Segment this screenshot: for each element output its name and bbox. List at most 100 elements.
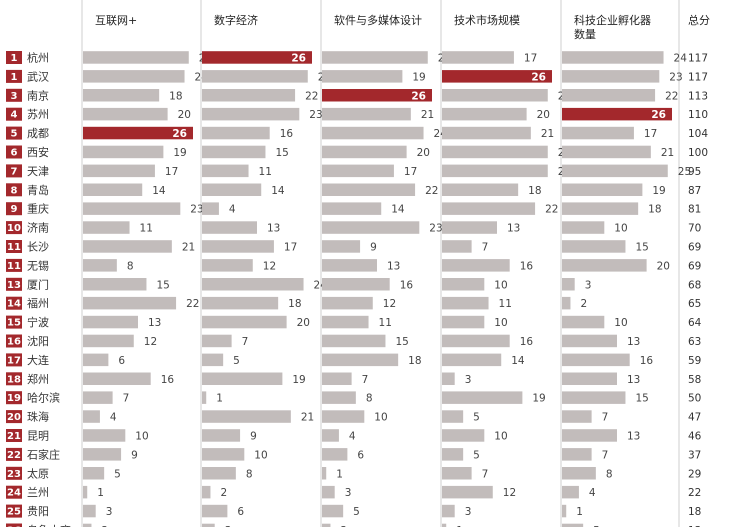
score-label: 12 bbox=[144, 336, 157, 348]
score-label: 16 bbox=[520, 336, 534, 348]
score-bar bbox=[442, 240, 472, 253]
city-name: 武汉 bbox=[27, 70, 49, 83]
total-score: 63 bbox=[688, 336, 701, 348]
score-bar bbox=[202, 259, 253, 272]
score-bar bbox=[562, 202, 639, 215]
score-bar bbox=[83, 278, 147, 291]
score-bar bbox=[562, 221, 605, 234]
score-label: 4 bbox=[229, 204, 236, 216]
rank-badge bbox=[6, 485, 22, 499]
score-label: 10 bbox=[494, 430, 507, 442]
score-bar bbox=[83, 334, 134, 348]
score-label: 24 bbox=[674, 52, 688, 64]
score-bar bbox=[442, 89, 548, 102]
score-label: 9 bbox=[250, 430, 257, 442]
rank-number: 17 bbox=[7, 355, 21, 366]
rank-badge bbox=[6, 183, 22, 197]
score-label: 20 bbox=[657, 260, 670, 272]
score-bar bbox=[322, 51, 428, 64]
score-label: 8 bbox=[606, 468, 613, 480]
city-name: 成都 bbox=[27, 127, 49, 140]
score-bar bbox=[202, 448, 245, 461]
score-bar bbox=[442, 202, 536, 215]
score-bar bbox=[322, 353, 399, 367]
rank-badge bbox=[6, 334, 22, 348]
score-label: 13 bbox=[627, 430, 640, 442]
city-name: 珠海 bbox=[27, 410, 49, 424]
score-label: 11 bbox=[379, 317, 392, 329]
score-bar bbox=[83, 70, 185, 83]
rank-badge bbox=[6, 69, 22, 83]
score-bar bbox=[562, 429, 617, 442]
score-label: 18 bbox=[648, 204, 661, 216]
score-label: 23 bbox=[309, 109, 322, 121]
score-label: 3 bbox=[106, 506, 113, 518]
rank-number: 20 bbox=[7, 412, 21, 423]
total-score: 87 bbox=[688, 185, 701, 197]
score-label: 2 bbox=[101, 525, 108, 527]
score-label: 15 bbox=[275, 147, 288, 159]
score-label: 21 bbox=[661, 147, 674, 159]
score-label: 21 bbox=[421, 109, 434, 121]
score-label: 3 bbox=[465, 506, 472, 518]
score-bar bbox=[442, 391, 523, 404]
score-bar bbox=[442, 410, 464, 423]
score-label: 13 bbox=[148, 317, 161, 329]
rank-number: 1 bbox=[11, 72, 18, 83]
score-bar bbox=[83, 145, 164, 159]
score-label: 4 bbox=[110, 412, 117, 424]
score-bar bbox=[83, 410, 100, 423]
city-name: 贵阳 bbox=[27, 505, 49, 518]
city-name: 太原 bbox=[27, 467, 49, 480]
score-bar bbox=[202, 202, 219, 215]
score-label: 7 bbox=[242, 336, 249, 348]
score-label: 6 bbox=[118, 355, 125, 367]
score-label: 8 bbox=[246, 468, 253, 480]
rank-number: 15 bbox=[7, 318, 21, 329]
score-bar bbox=[202, 334, 232, 348]
score-label: 26 bbox=[291, 52, 306, 64]
score-label: 7 bbox=[123, 393, 130, 405]
score-bar bbox=[442, 51, 514, 64]
score-label: 15 bbox=[635, 393, 648, 405]
city-name: 无锡 bbox=[27, 258, 49, 272]
score-bar bbox=[322, 391, 356, 404]
score-label: 4 bbox=[349, 430, 356, 442]
total-score: 29 bbox=[688, 468, 701, 480]
rank-badge bbox=[6, 258, 22, 272]
city-name: 乌鲁木齐 bbox=[27, 523, 71, 527]
score-label: 14 bbox=[271, 185, 285, 197]
score-bar bbox=[562, 240, 626, 253]
score-bar bbox=[83, 126, 193, 140]
score-bar bbox=[202, 89, 296, 102]
total-score: 100 bbox=[688, 147, 708, 159]
score-label: 22 bbox=[186, 298, 199, 310]
score-bar bbox=[442, 145, 548, 159]
score-label: 13 bbox=[627, 374, 640, 386]
score-bar bbox=[442, 296, 489, 310]
score-label: 12 bbox=[503, 487, 516, 499]
score-bar bbox=[562, 523, 584, 527]
city-name: 天津 bbox=[27, 165, 49, 178]
column-header: 数量 bbox=[574, 28, 596, 41]
score-label: 18 bbox=[169, 90, 182, 102]
column-header: 科技企业孵化器 bbox=[574, 13, 651, 27]
score-bar bbox=[202, 353, 224, 367]
score-label: 10 bbox=[614, 317, 627, 329]
score-bar bbox=[562, 145, 651, 159]
rank-badge bbox=[6, 202, 22, 216]
score-bar bbox=[202, 467, 236, 480]
total-score: 50 bbox=[688, 393, 701, 405]
score-bar bbox=[322, 164, 394, 178]
score-label: 5 bbox=[114, 468, 121, 480]
score-bar bbox=[562, 278, 575, 291]
score-label: 3 bbox=[585, 279, 592, 291]
rank-badge bbox=[6, 164, 22, 178]
rank-number: 3 bbox=[11, 91, 18, 102]
rank-number: 24 bbox=[7, 488, 21, 499]
score-label: 19 bbox=[292, 374, 305, 386]
rank-badge bbox=[6, 523, 22, 527]
score-label: 16 bbox=[400, 279, 414, 291]
score-label: 20 bbox=[297, 317, 310, 329]
score-bar bbox=[202, 164, 249, 178]
